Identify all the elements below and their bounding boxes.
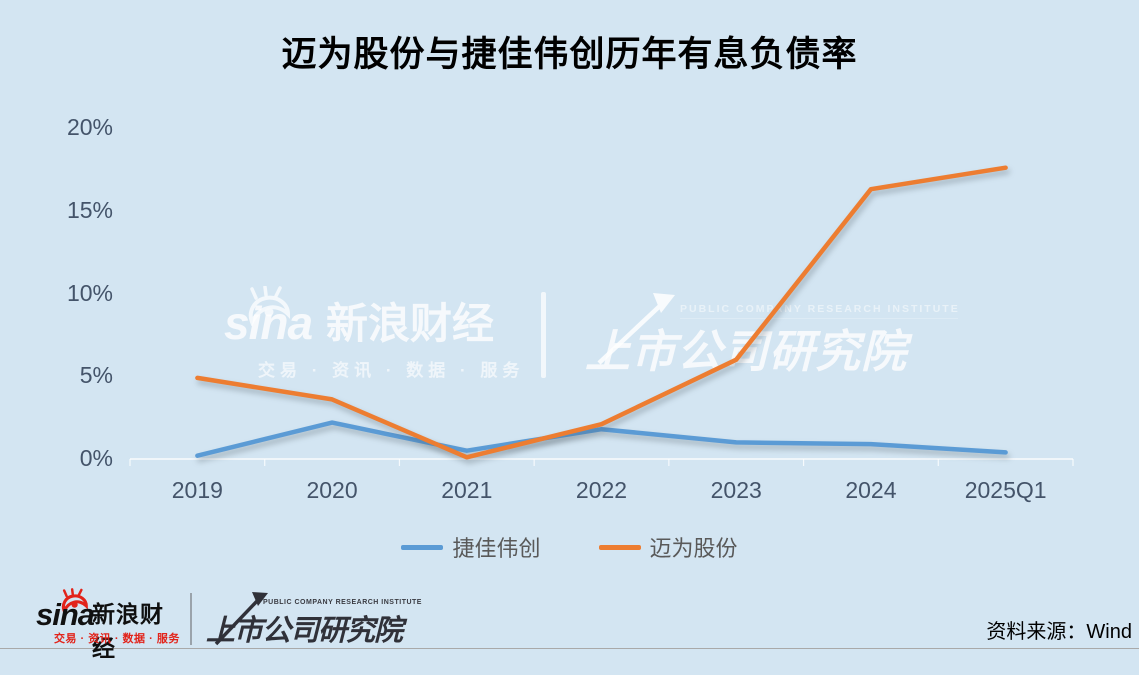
footer-logo-divider <box>190 593 192 645</box>
chart-title: 迈为股份与捷佳伟创历年有息负债率 <box>281 35 858 74</box>
x-axis-tick-label: 2019 <box>171 477 223 503</box>
arrow-up-icon <box>214 592 268 646</box>
y-axis-tick-label: 10% <box>66 279 113 306</box>
chart-legend: 捷佳伟创 迈为股份 <box>0 531 1139 563</box>
x-axis-tick-label: 2021 <box>441 477 493 503</box>
y-axis-tick-label: 20% <box>66 114 113 140</box>
institute-logo: PUBLIC COMPANY RESEARCH INSTITUTE 上市公司研究… <box>206 590 421 648</box>
sina-logo-cn: 新浪财经 <box>92 601 164 661</box>
institute-logo-en: PUBLIC COMPANY RESEARCH INSTITUTE <box>263 599 422 606</box>
sina-logo-latin: sina <box>36 597 95 632</box>
x-axis-tick-label: 2020 <box>306 477 358 503</box>
institute-watermark: PUBLIC COMPANY RESEARCH INSTITUTE 上市公司研究… <box>585 293 965 383</box>
institute-logo-cn: 上市公司研究院 <box>206 615 403 647</box>
sina-watermark: sina 新浪财经 <box>224 300 494 346</box>
y-axis-tick-label: 15% <box>66 196 113 223</box>
sina-finance-logo: sina 新浪财经 交易 · 资讯 · 数据 · 服务 <box>36 588 186 661</box>
sina-watermark-tagline: 交易 · 资讯 · 数据 · 服务 <box>258 361 525 380</box>
legend-line-swatch <box>598 544 641 550</box>
series-line-jiejiaweichuang <box>195 420 1008 458</box>
data-source-note: 资料来源：Wind <box>986 621 1132 643</box>
legend-label: 捷佳伟创 <box>452 536 541 561</box>
x-axis-tick-label: 2022 <box>575 477 628 503</box>
institute-watermark-cn: 上市公司研究院 <box>585 326 908 377</box>
x-axis-tick-label: 2023 <box>710 477 762 503</box>
sina-watermark-cn: 新浪财经 <box>326 299 495 347</box>
legend-label: 迈为股份 <box>649 536 738 561</box>
sina-watermark-latin: sina <box>224 297 313 349</box>
legend-item-jiejiaweichuang: 捷佳伟创 <box>401 531 541 563</box>
watermark-divider <box>541 292 546 378</box>
legend-line-swatch <box>401 544 444 550</box>
x-axis-tick-label: 2025Q1 <box>964 477 1047 503</box>
footer-divider-line <box>0 648 1139 649</box>
y-axis-tick-label: 5% <box>79 362 113 389</box>
sina-eye-icon <box>61 588 88 614</box>
legend-item-maiweigufen: 迈为股份 <box>598 531 738 563</box>
x-axis-tick-label: 2024 <box>845 477 897 503</box>
y-axis-tick-label: 0% <box>79 445 113 471</box>
sina-logo-tagline: 交易 · 资讯 · 数据 · 服务 <box>54 633 180 645</box>
